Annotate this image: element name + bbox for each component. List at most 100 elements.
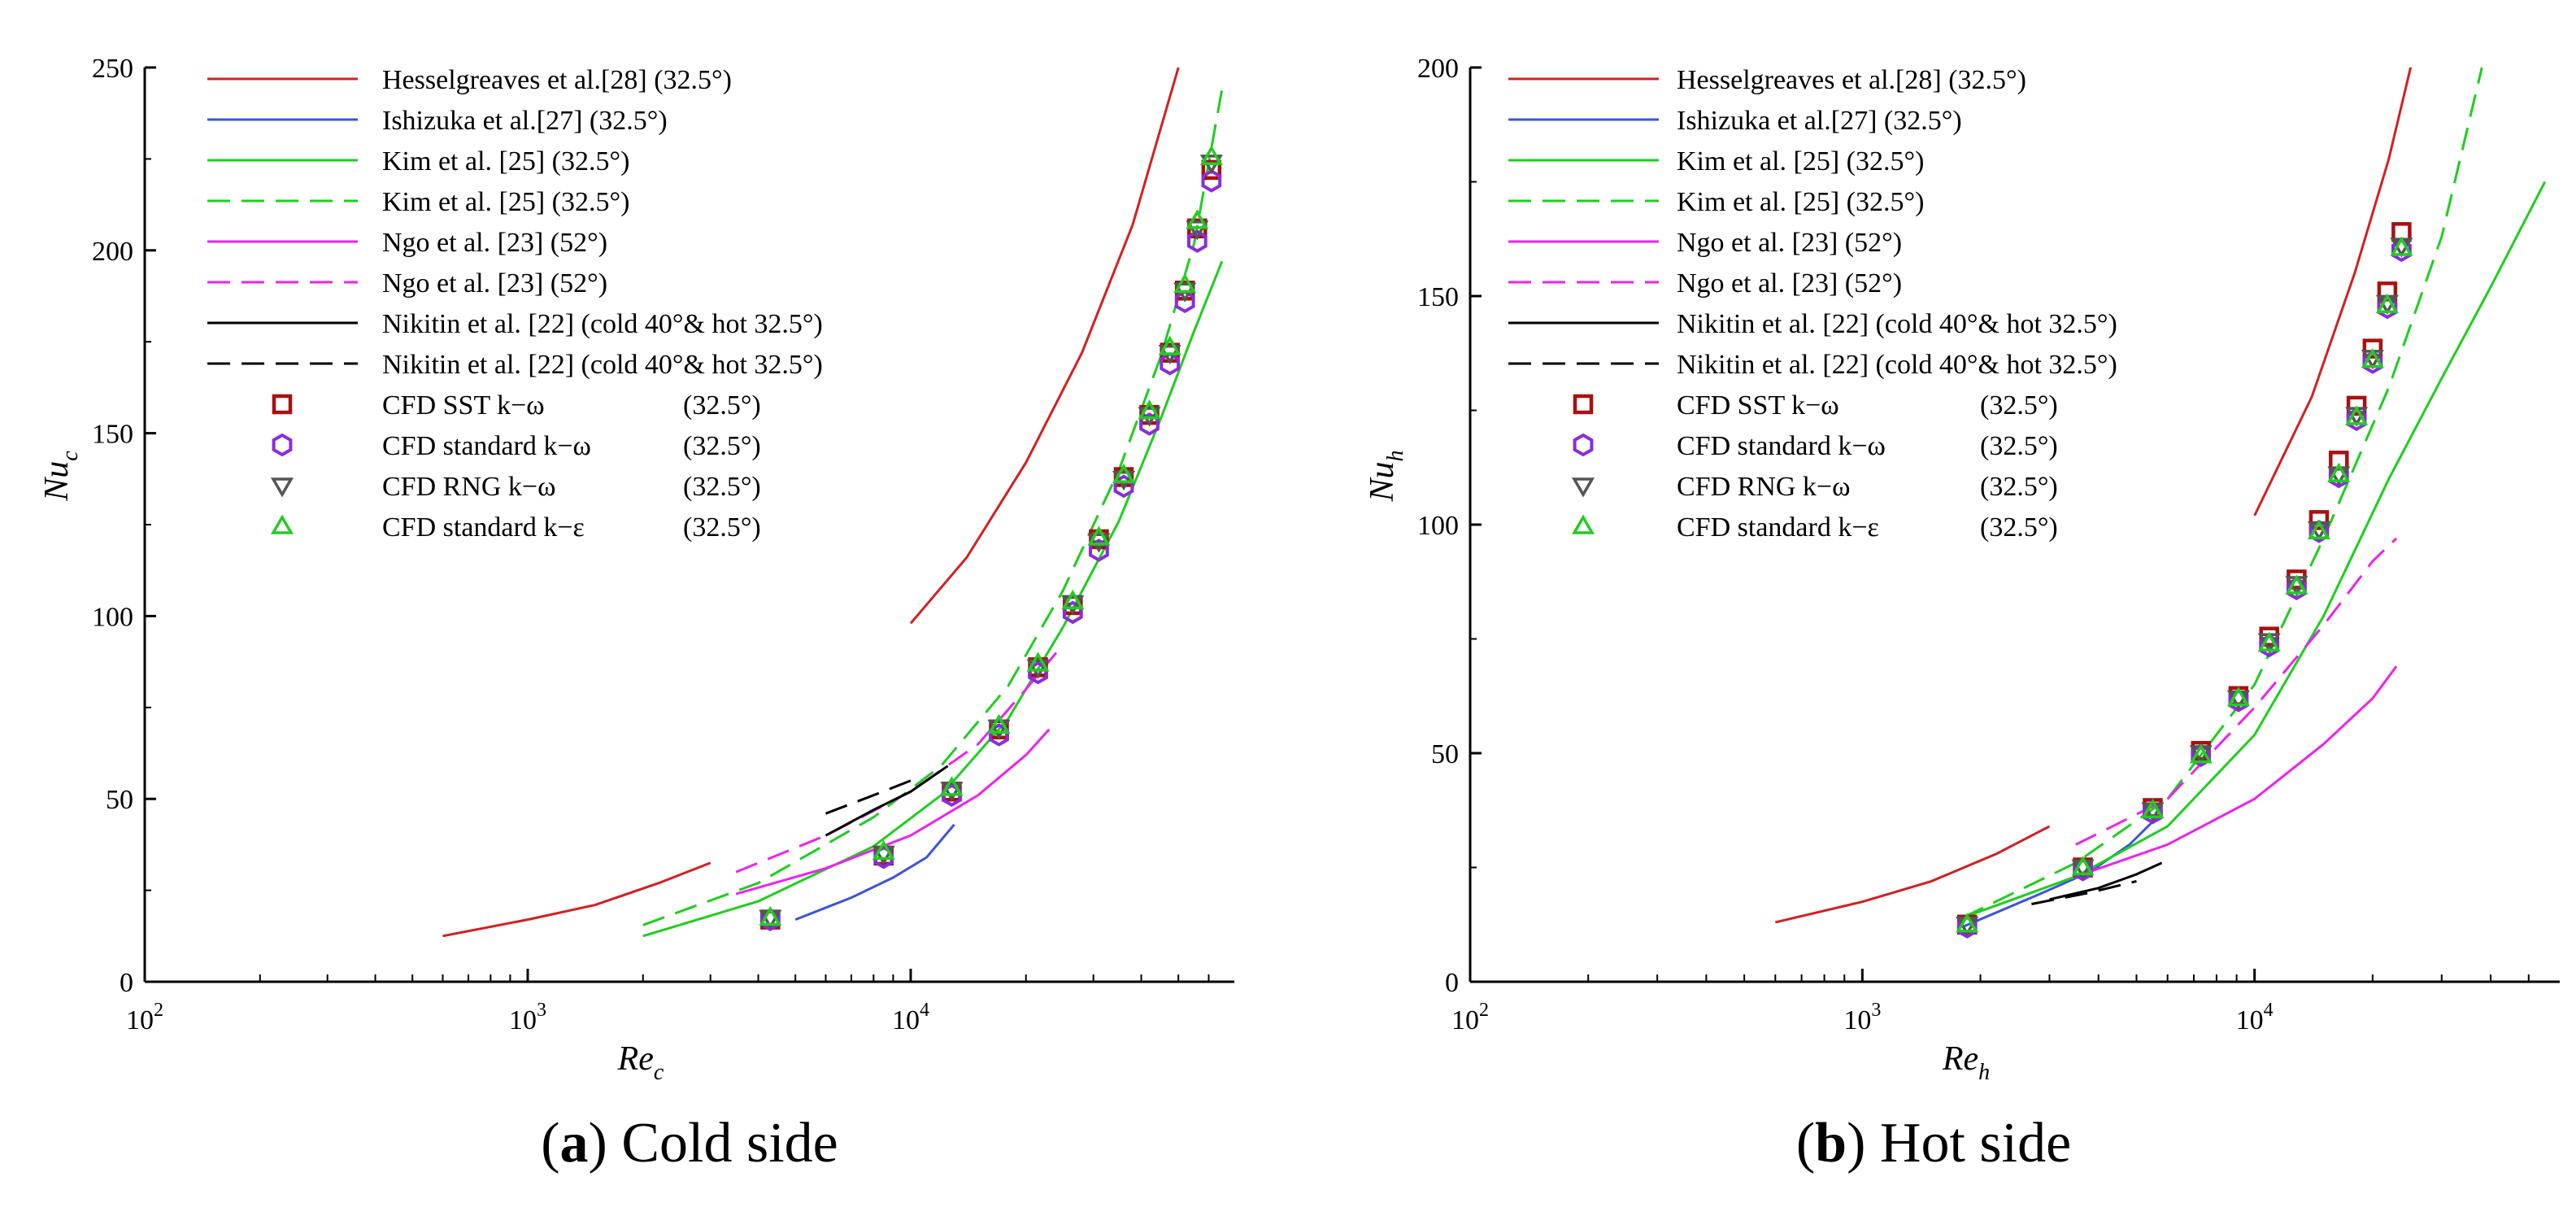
x-axis-label: Reh [1942,1040,1990,1085]
y-axis-label: Nuc [38,451,83,502]
legend-marker-triangle-up [270,514,294,534]
x-tick-base: 10 [1451,1005,1479,1035]
panel-caption: (b) Hot side [1796,1112,2071,1175]
legend-label: CFD standard k−ω [382,431,591,461]
legend-marker-square [272,394,293,415]
data-point-triangle-up [1138,399,1161,420]
data-point-triangle-up [2226,686,2250,707]
data-point-hexagon [1201,169,1222,193]
series-line-hesselgreaves-solid [909,67,1180,625]
data-point-triangle-up [1087,525,1111,546]
legend-angle-label: (32.5°) [1980,431,2058,461]
data-point-triangle-up [2361,348,2384,368]
series-line-nikitin-solid [2049,861,2163,901]
legend-marker-triangle-up [1571,514,1595,534]
y-tick-label: 0 [1445,968,1459,998]
series-line-ngo-solid [2075,665,2398,878]
series-line-nikitin-solid [825,765,949,837]
legend-label: Ishizuka et al.[27] (32.5°) [1677,106,1962,136]
data-point-triangle-down [940,782,964,802]
data-point-triangle-up [2257,631,2281,652]
x-tick-base: 10 [1843,1005,1871,1035]
x-tick-base: 10 [892,1005,920,1035]
legend-label: Ngo et al. [23] (52°) [382,228,607,258]
series-line-hesselgreaves-solid [1774,825,2051,924]
data-point-hexagon [1187,229,1208,253]
legend-label: Hesselgreaves et al.[28] (32.5°) [1677,65,2026,95]
y-tick-label: 0 [120,968,133,998]
y-tick-label: 100 [92,602,133,632]
y-tick-label: 50 [106,785,133,815]
x-tick-exponent: 4 [920,1000,929,1021]
data-point-triangle-down [1026,659,1050,679]
x-tick-exponent: 2 [154,1000,163,1021]
legend-label: CFD SST k−ω [1677,390,1839,421]
y-tick-label: 50 [1431,739,1459,769]
legend-marker-triangle-down [270,477,294,498]
legend-label: Nikitin et al. [22] (cold 40°& hot 32.5°… [1677,350,2117,380]
x-tick-label: 104 [2236,1000,2274,1035]
data-point-hexagon [2328,464,2349,489]
legend-angle-label: (32.5°) [683,512,761,543]
panel-caption: (a) Cold side [541,1112,838,1175]
data-point-triangle-up [1173,273,1197,294]
x-tick-label: 102 [1451,1000,1489,1035]
data-point-hexagon [2308,520,2330,543]
series-line-ngo-dashed [2075,537,2398,846]
data-point-triangle-down [1112,471,1136,491]
data-point-hexagon [2259,634,2280,658]
data-point-hexagon [2346,408,2367,432]
series-line-kim-solid [1961,181,2547,919]
series-line-nikitin-dashed [825,779,912,815]
series-line-kim-dashed [1961,67,2483,919]
data-point-triangle-up [1186,209,1209,229]
legend-marker-triangle-down [1571,477,1595,498]
data-point-triangle-up [2285,574,2308,595]
data-point-triangle-down [1138,407,1161,427]
data-point-hexagon [2228,689,2249,713]
x-tick-base: 10 [2236,1005,2264,1035]
data-point-triangle-up [1158,335,1181,355]
data-point-triangle-up [2390,236,2413,256]
legend-angle-label: (32.5°) [1980,390,2058,421]
x-tick-label: 103 [509,1000,546,1035]
data-point-hexagon [2377,295,2398,320]
data-point-triangle-up [1061,589,1085,610]
y-tick-label: 150 [1417,282,1459,312]
legend-label: Ngo et al. [23] (52°) [1677,228,1902,258]
series-line-nikitin-dashed [2031,879,2137,905]
y-tick-label: 200 [1417,54,1459,84]
series-line-ngo-solid [735,728,1051,896]
data-point-triangle-up [2375,293,2399,313]
legend-label: Kim et al. [25] (32.5°) [382,187,629,217]
y-tick-label: 200 [92,237,133,267]
data-point-triangle-up [2327,462,2351,482]
data-point-square [2362,338,2383,359]
x-tick-exponent: 3 [1871,1000,1881,1021]
data-point-triangle-up [987,713,1011,734]
legend-label: CFD SST k−ω [382,390,545,421]
x-tick-base: 10 [509,1005,537,1035]
data-point-hexagon [2287,577,2307,601]
data-point-square [2346,395,2367,416]
data-point-triangle-down [987,719,1011,740]
legend-label: Ngo et al. [23] (52°) [382,268,607,299]
series-line-hesselgreaves-solid [442,861,711,938]
legend-label: Kim et al. [25] (32.5°) [1677,146,1924,177]
data-point-triangle-up [2071,856,2095,876]
data-point-triangle-up [2189,743,2213,764]
data-point-hexagon [1956,915,1978,939]
legend-angle-label: (32.5°) [1980,512,2058,543]
series-line-hesselgreaves-solid [2253,67,2413,516]
x-axis-label: Rec [617,1040,664,1085]
data-point-hexagon [1089,538,1109,562]
legend-label: Hesselgreaves et al.[28] (32.5°) [382,65,732,95]
legend-label: Nikitin et al. [22] (cold 40°& hot 32.5°… [382,309,823,339]
legend-label: Nikitin et al. [22] (cold 40°& hot 32.5°… [382,350,823,380]
data-point-triangle-up [940,776,964,796]
data-point-triangle-up [2307,519,2330,540]
data-point-hexagon [2191,743,2212,768]
data-point-triangle-up [1199,145,1223,165]
